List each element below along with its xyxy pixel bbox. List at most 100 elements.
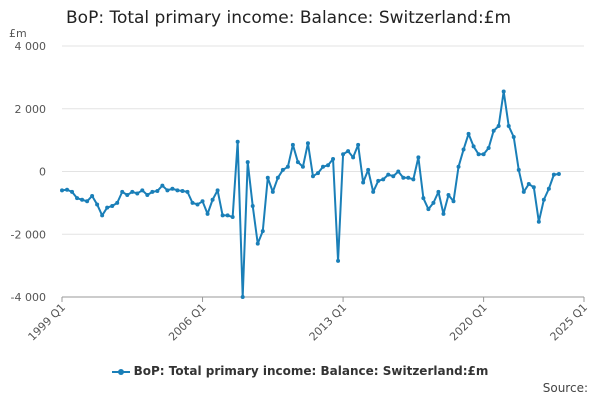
data-point [190,200,195,205]
data-point [446,193,451,198]
y-axis-unit-label: £m [9,27,27,40]
data-point [441,211,446,216]
data-point [406,175,411,180]
data-point [195,202,200,207]
data-point [341,152,346,157]
data-point [526,182,531,187]
data-point [326,163,331,168]
data-point [436,189,441,194]
data-point [115,200,120,205]
series-line [61,90,560,298]
data-point [546,186,551,191]
data-point [491,128,496,133]
data-point [305,141,310,146]
data-point [150,189,155,194]
data-point [431,200,436,205]
data-point [346,149,351,154]
data-point [481,152,486,157]
y-tick-label: -2 000 [11,228,46,241]
data-point [361,180,366,185]
data-point [396,169,401,174]
data-point [265,175,270,180]
data-point [225,213,230,218]
data-point [371,189,376,194]
data-point [160,183,165,188]
data-point [65,187,70,192]
data-point [486,145,491,150]
data-point [220,213,225,218]
data-point [250,204,255,209]
source-label: Source: [542,381,588,395]
data-point [456,164,461,169]
data-point [165,188,170,193]
data-point [310,174,315,179]
data-point [496,124,501,129]
data-point [210,197,215,202]
data-point [300,164,305,169]
data-point [245,160,250,165]
data-point [426,207,431,212]
data-point [230,214,235,219]
data-point [521,189,526,194]
data-point [466,131,471,136]
data-point [331,156,336,161]
data-point [205,211,210,216]
data-point [60,188,64,193]
data-point [75,196,80,201]
data-point [285,164,290,169]
data-point [125,193,130,198]
data-point [235,139,240,144]
gridlines [62,45,584,298]
data-point [315,171,320,176]
data-point [100,213,105,218]
legend-line-marker-icon [111,366,130,378]
data-point [506,124,511,129]
x-tick-label: 2006 Q1 [166,301,209,344]
data-point [155,188,160,193]
data-point [421,196,426,201]
data-point [351,155,356,160]
x-tick-label: 2020 Q1 [447,301,490,344]
legend-label: BoP: Total primary income: Balance: Swit… [133,364,489,378]
data-point [70,189,75,194]
legend[interactable]: BoP: Total primary income: Balance: Swit… [0,364,600,378]
data-point [145,193,150,198]
data-point [451,199,456,204]
data-point [376,178,381,183]
x-tick-label: 2025 Q1 [548,301,591,344]
data-point [270,189,275,194]
data-point [290,142,295,147]
data-point [416,155,421,160]
data-point [90,193,95,198]
data-point [556,172,561,177]
data-point [170,186,175,191]
x-tick-label: 2013 Q1 [307,301,350,344]
data-point [391,174,396,179]
data-point [260,229,265,234]
data-point [516,167,521,172]
data-point [255,241,260,246]
y-tick-label: 2 000 [15,103,47,116]
data-point [386,172,391,177]
data-point [461,147,466,152]
data-point [80,197,85,202]
data-point [536,219,541,224]
data-point [120,189,125,194]
data-point [280,167,285,172]
data-point [321,164,325,169]
data-point [295,160,300,165]
data-point [175,188,180,193]
data-point [95,202,100,207]
data-point [200,199,205,204]
y-tick-label: 4 000 [15,40,47,53]
chart-title: BoP: Total primary income: Balance: Swit… [66,8,512,28]
data-point [135,191,140,196]
x-axis: 1999 Q1 2006 Q1 2013 Q1 2020 Q1 2025 Q1 [26,296,591,344]
data-point [105,205,110,210]
data-point [366,167,371,172]
data-point [240,295,245,299]
data-point [185,189,190,194]
data-point [180,188,185,193]
data-point [356,142,361,147]
